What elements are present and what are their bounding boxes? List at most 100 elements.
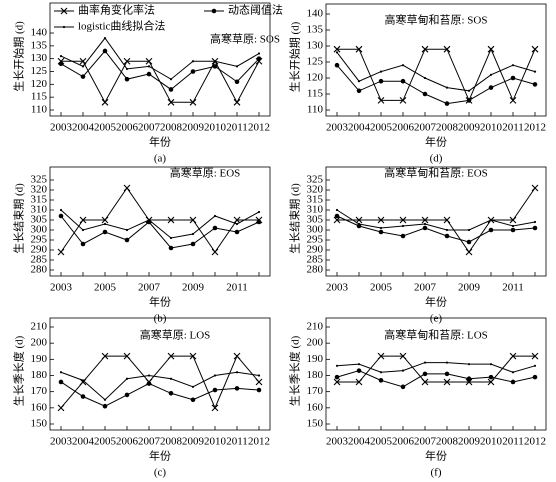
marker-x	[101, 98, 109, 106]
x-tick-label: 2012	[248, 122, 270, 134]
x-tick-label: 2005	[94, 282, 117, 294]
x-tick-label: 2007	[414, 282, 437, 294]
y-axis-label: 生长季长度 (d)	[12, 335, 26, 406]
marker-point	[103, 37, 107, 40]
marker-x	[123, 352, 131, 360]
marker-point	[235, 371, 239, 374]
series-line	[336, 64, 536, 105]
marker-point	[213, 60, 217, 63]
marker-dot	[356, 88, 362, 94]
marker-x	[377, 97, 385, 104]
y-tick-label: 150	[31, 418, 48, 430]
marker-point	[125, 377, 129, 380]
y-tick-label: 135	[307, 24, 324, 36]
y-tick-label: 315	[31, 194, 48, 206]
series-line	[60, 209, 260, 239]
x-tick-label: 2009	[182, 436, 205, 448]
marker-x	[355, 216, 363, 224]
marker-dot	[80, 241, 86, 247]
marker-point	[445, 361, 449, 364]
x-axis-label: 年份	[149, 135, 171, 149]
marker-dot	[488, 374, 494, 380]
caption: (c)	[154, 467, 167, 479]
y-tick-label: 310	[31, 204, 48, 216]
y-tick-label: 120	[307, 72, 324, 84]
y-axis-label: 生长开始期 (d)	[288, 21, 302, 92]
marker-dot	[400, 78, 406, 84]
marker-x	[421, 378, 429, 386]
series-line	[336, 370, 536, 388]
series-line	[60, 355, 260, 410]
marker-point	[511, 64, 515, 67]
series-line	[60, 381, 260, 407]
marker-x	[465, 378, 473, 386]
marker-dot	[211, 8, 217, 14]
marker-point	[511, 371, 515, 374]
y-tick-label: 290	[307, 244, 324, 256]
marker-dot	[532, 82, 538, 87]
marker-point	[235, 65, 239, 68]
marker-dot	[212, 64, 218, 69]
caption: (b)	[154, 313, 167, 325]
marker-point	[511, 224, 515, 228]
x-tick-label: 2011	[502, 282, 524, 294]
marker-dot	[190, 397, 196, 403]
marker-point	[335, 51, 339, 54]
marker-point	[467, 363, 471, 366]
marker-x	[333, 216, 341, 224]
y-tick-label: 200	[307, 337, 324, 349]
marker-dot	[378, 78, 384, 84]
marker-x	[421, 216, 429, 224]
x-axis-label: 年份	[425, 135, 447, 149]
marker-x	[377, 216, 385, 224]
x-tick-label: 2011	[226, 436, 248, 448]
marker-point	[489, 363, 493, 366]
y-tick-label: 180	[307, 369, 324, 381]
marker-dot	[190, 241, 196, 247]
y-tick-label: 125	[307, 56, 324, 68]
marker-point	[169, 236, 173, 240]
marker-dot	[102, 229, 108, 235]
marker-x	[79, 216, 87, 224]
y-tick-label: 110	[307, 104, 324, 116]
marker-x	[509, 97, 517, 104]
y-tick-label: 280	[307, 264, 324, 276]
y-tick-label: 140	[31, 27, 48, 39]
x-tick-label: 2009	[458, 122, 481, 134]
x-tick-label: 2008	[436, 122, 459, 134]
x-tick-label: 2011	[502, 436, 524, 448]
marker-point	[147, 65, 151, 68]
marker-dot	[334, 374, 340, 380]
marker-point	[147, 218, 151, 222]
marker-dot	[168, 245, 174, 251]
marker-x	[399, 216, 407, 224]
marker-dot	[422, 91, 428, 97]
marker-x	[443, 378, 451, 386]
marker-dot	[488, 85, 494, 90]
x-tick-label: 2003	[326, 122, 349, 134]
marker-point	[357, 222, 361, 226]
marker-dot	[356, 368, 362, 373]
panel-title: 高寒草甸和苔原: LOS	[384, 328, 488, 342]
marker-dot	[400, 384, 406, 390]
marker-x	[333, 378, 341, 386]
marker-point	[62, 25, 66, 29]
marker-dot	[234, 229, 240, 235]
y-tick-label: 290	[31, 244, 48, 256]
marker-x	[101, 352, 109, 360]
marker-point	[169, 78, 173, 81]
series-line	[60, 371, 260, 401]
marker-dot	[58, 379, 64, 385]
y-tick-label: 210	[31, 321, 48, 333]
marker-x	[333, 45, 341, 53]
marker-dot	[58, 61, 64, 67]
x-tick-label: 2012	[524, 122, 546, 134]
y-tick-label: 300	[307, 224, 324, 236]
marker-point	[533, 364, 537, 367]
panel-title: 高寒草甸和苔原: SOS	[385, 13, 488, 27]
plot-frame	[49, 2, 271, 117]
x-tick-label: 2011	[502, 122, 524, 134]
marker-point	[191, 232, 195, 236]
y-tick-label: 305	[307, 214, 324, 226]
x-tick-label: 2009	[182, 282, 205, 294]
